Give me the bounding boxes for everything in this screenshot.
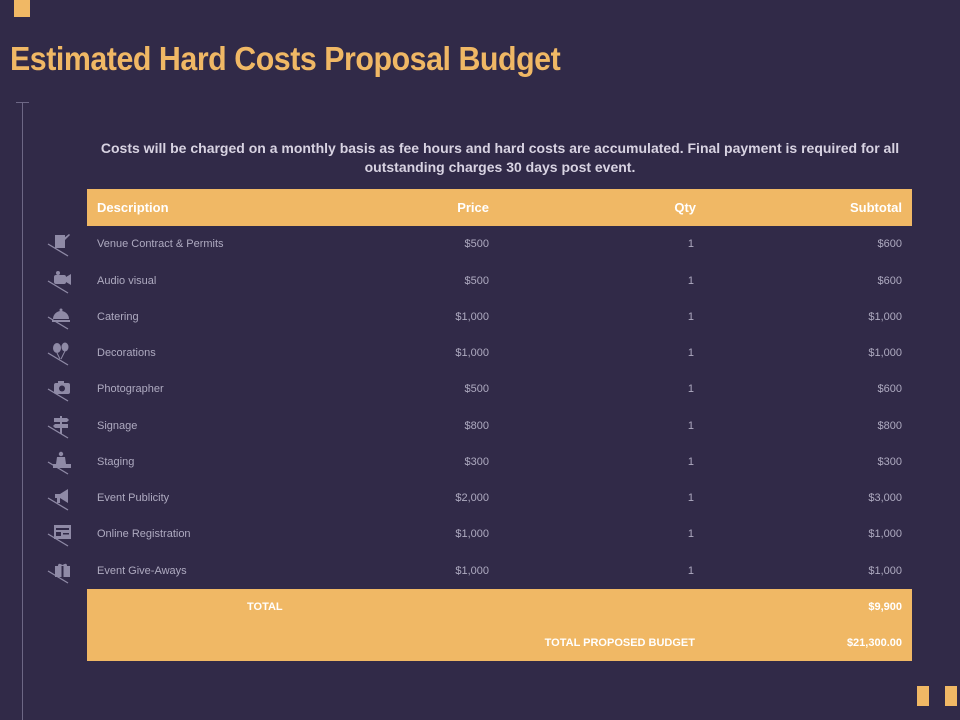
row-qty: 1 bbox=[687, 311, 694, 323]
row-price: $500 bbox=[464, 383, 489, 395]
row-qty: 1 bbox=[687, 456, 694, 468]
row-subtotal: $600 bbox=[877, 275, 902, 287]
signpost-icon bbox=[44, 414, 74, 440]
row-description: Signage bbox=[97, 420, 138, 432]
top-accent-square bbox=[14, 0, 30, 17]
row-description: Audio visual bbox=[97, 275, 157, 287]
header-subtotal: Subtotal bbox=[850, 200, 902, 215]
contract-icon bbox=[44, 232, 74, 258]
row-subtotal: $600 bbox=[877, 383, 902, 395]
table-row: Venue Contract & Permits $500 1 $600 bbox=[0, 226, 960, 262]
row-subtotal: $1,000 bbox=[868, 528, 902, 540]
row-price: $1,000 bbox=[455, 528, 489, 540]
row-price: $1,000 bbox=[455, 347, 489, 359]
table-row: Staging $300 1 $300 bbox=[0, 444, 960, 480]
table-row: Audio visual $500 1 $600 bbox=[0, 263, 960, 299]
table-row: Decorations $1,000 1 $1,000 bbox=[0, 335, 960, 371]
camera-icon bbox=[44, 269, 74, 295]
table-row: Event Publicity $2,000 1 $3,000 bbox=[0, 480, 960, 516]
row-description: Staging bbox=[97, 456, 135, 468]
page-title: Estimated Hard Costs Proposal Budget bbox=[10, 40, 561, 77]
row-description: Online Registration bbox=[97, 528, 191, 540]
megaphone-icon bbox=[44, 486, 74, 512]
budget-label: TOTAL PROPOSED BUDGET bbox=[544, 637, 695, 649]
row-subtotal: $600 bbox=[877, 238, 902, 250]
row-price: $800 bbox=[464, 420, 489, 432]
table-row: Online Registration $1,000 1 $1,000 bbox=[0, 516, 960, 552]
row-price: $1,000 bbox=[455, 311, 489, 323]
balloons-icon bbox=[44, 341, 74, 367]
row-qty: 1 bbox=[687, 347, 694, 359]
total-value: $9,900 bbox=[868, 601, 902, 613]
row-subtotal: $1,000 bbox=[868, 311, 902, 323]
row-qty: 1 bbox=[687, 275, 694, 287]
stage-icon bbox=[44, 450, 74, 476]
row-description: Decorations bbox=[97, 347, 156, 359]
row-qty: 1 bbox=[687, 528, 694, 540]
table-header: Description Price Qty Subtotal bbox=[87, 189, 912, 226]
table-row: Catering $1,000 1 $1,000 bbox=[0, 299, 960, 335]
row-description: Event Publicity bbox=[97, 492, 170, 504]
row-price: $500 bbox=[464, 275, 489, 287]
row-description: Photographer bbox=[97, 383, 164, 395]
totals-box: TOTAL $9,900 TOTAL PROPOSED BUDGET $21,3… bbox=[87, 589, 912, 661]
header-price: Price bbox=[457, 200, 489, 215]
gift-icon bbox=[44, 559, 74, 585]
budget-value: $21,300.00 bbox=[846, 637, 902, 649]
registration-form-icon bbox=[44, 522, 74, 548]
row-description: Venue Contract & Permits bbox=[97, 238, 224, 250]
row-description: Event Give-Aways bbox=[97, 565, 187, 577]
intro-text: Costs will be charged on a monthly basis… bbox=[100, 140, 900, 175]
bottom-accent-square bbox=[945, 686, 957, 706]
row-qty: 1 bbox=[687, 238, 694, 250]
catering-cloche-icon bbox=[44, 305, 74, 331]
row-subtotal: $1,000 bbox=[868, 565, 902, 577]
photo-camera-icon bbox=[44, 377, 74, 403]
row-price: $500 bbox=[464, 238, 489, 250]
table-row: Event Give-Aways $1,000 1 $1,000 bbox=[0, 553, 960, 589]
total-label: TOTAL bbox=[247, 601, 283, 613]
row-subtotal: $1,000 bbox=[868, 347, 902, 359]
row-qty: 1 bbox=[687, 420, 694, 432]
bottom-accent-square bbox=[917, 686, 929, 706]
row-price: $2,000 bbox=[455, 492, 489, 504]
row-qty: 1 bbox=[687, 565, 694, 577]
row-price: $1,000 bbox=[455, 565, 489, 577]
row-price: $300 bbox=[464, 456, 489, 468]
left-vertical-rule bbox=[22, 102, 23, 720]
table-row: Photographer $500 1 $600 bbox=[0, 371, 960, 407]
row-subtotal: $800 bbox=[877, 420, 902, 432]
table-row: Signage $800 1 $800 bbox=[0, 408, 960, 444]
header-description: Description bbox=[97, 200, 169, 215]
row-description: Catering bbox=[97, 311, 139, 323]
row-qty: 1 bbox=[687, 383, 694, 395]
header-qty: Qty bbox=[674, 200, 696, 215]
row-qty: 1 bbox=[687, 492, 694, 504]
row-subtotal: $300 bbox=[877, 456, 902, 468]
row-subtotal: $3,000 bbox=[868, 492, 902, 504]
